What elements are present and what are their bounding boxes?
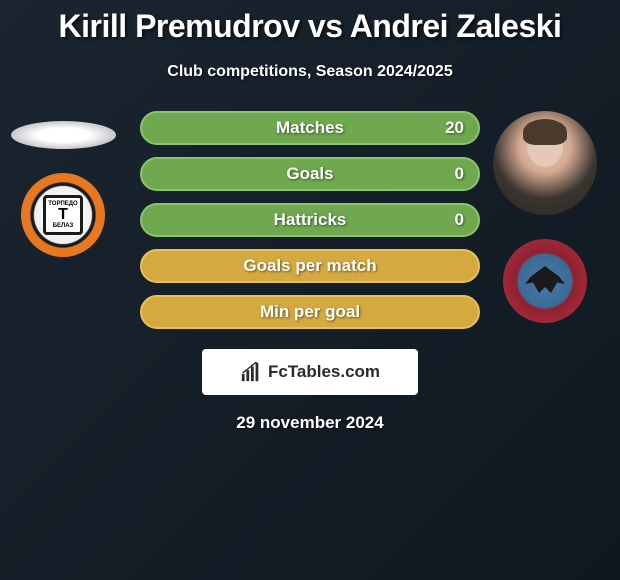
fctables-watermark: FcTables.com	[202, 349, 418, 395]
infographic-date: 29 november 2024	[0, 413, 620, 433]
watermark-text: FcTables.com	[268, 362, 380, 382]
stat-value: 20	[445, 118, 464, 138]
player-right-club-badge	[503, 239, 587, 323]
stat-bar: Goals 0	[140, 157, 480, 191]
stat-bar: Matches 20	[140, 111, 480, 145]
stat-bars: Matches 20 Goals 0 Hattricks 0 Goals per match…	[140, 111, 480, 329]
badge-letter: T	[58, 207, 68, 223]
stat-value: 0	[455, 210, 464, 230]
stat-bar: Hattricks 0	[140, 203, 480, 237]
eagle-icon	[525, 266, 565, 296]
player-right-photo	[493, 111, 597, 215]
stat-bar: Min per goal	[140, 295, 480, 329]
player-left-photo-placeholder	[11, 121, 116, 149]
stat-value: 0	[455, 164, 464, 184]
chart-icon	[240, 361, 262, 383]
season-subtitle: Club competitions, Season 2024/2025	[0, 63, 620, 81]
page-title: Kirill Premudrov vs Andrei Zaleski	[0, 0, 620, 45]
stat-label: Min per goal	[260, 302, 360, 322]
stat-label: Hattricks	[274, 210, 347, 230]
player-left-club-badge: ТОРПЕДО T БЕЛАЗ	[21, 173, 105, 257]
player-left-column: ТОРПЕДО T БЕЛАЗ	[8, 111, 118, 257]
torpedo-badge-inner: ТОРПЕДО T БЕЛАЗ	[43, 195, 83, 235]
badge-text-bottom: БЕЛАЗ	[53, 223, 74, 229]
comparison-area: ТОРПЕДО T БЕЛАЗ Matches20Goals0Hattricks…	[0, 111, 620, 329]
stat-label: Goals per match	[243, 256, 376, 276]
stat-label: Matches	[276, 118, 344, 138]
stat-label: Goals	[286, 164, 333, 184]
player-right-column	[490, 111, 600, 323]
stat-bar: Goals per match	[140, 249, 480, 283]
